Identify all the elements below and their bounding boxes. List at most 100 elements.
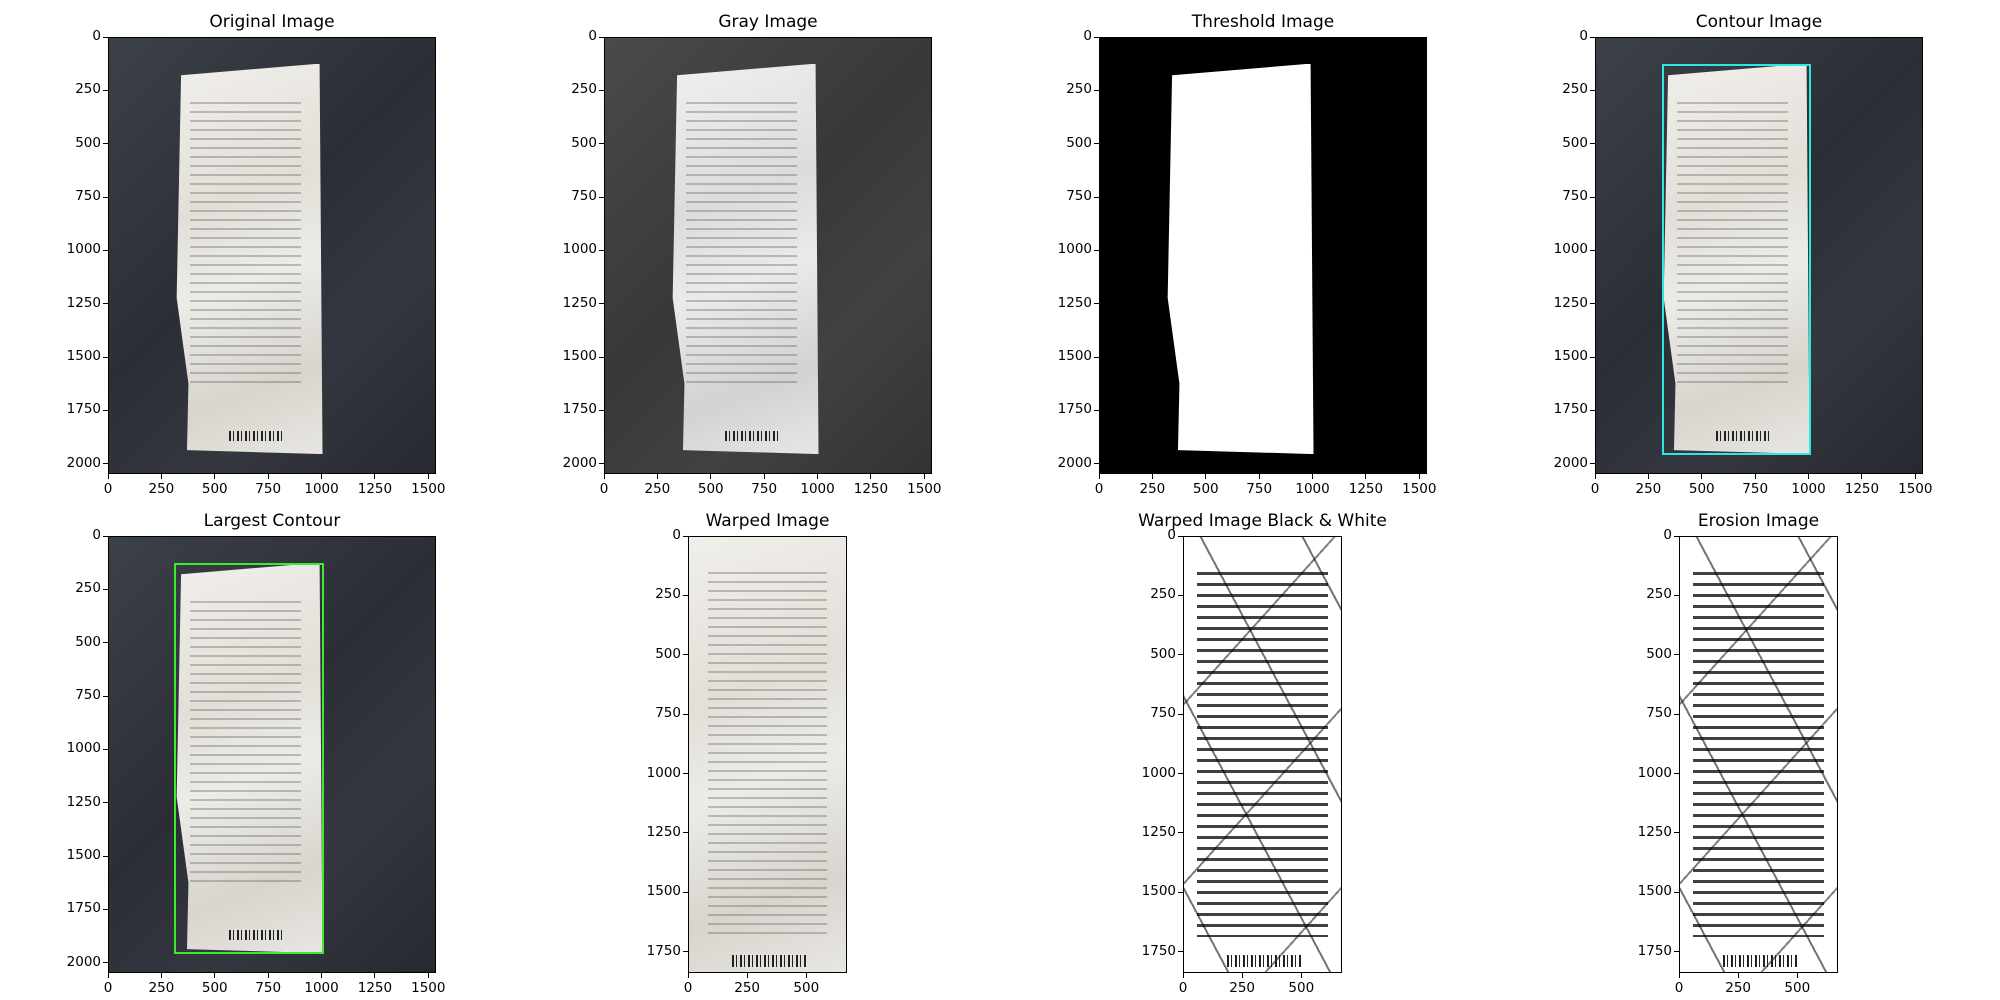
barcode [724, 430, 781, 442]
x-tick [267, 973, 269, 978]
y-tick [599, 36, 604, 38]
y-tick [103, 535, 108, 537]
y-tick [1590, 196, 1595, 198]
x-tick-label: 0 [599, 481, 609, 497]
y-tick-label: 1500 [1141, 883, 1176, 900]
y-tick-label: 0 [1083, 28, 1092, 44]
x-tick [107, 474, 109, 479]
x-tick-label: 250 [148, 481, 175, 497]
y-tick [103, 588, 108, 590]
image-axes-largest [108, 536, 436, 973]
y-tick [1178, 773, 1183, 774]
y-tick [599, 409, 604, 411]
y-tick-label: 1250 [1141, 823, 1176, 840]
y-tick-label: 1000 [1141, 764, 1176, 781]
x-tick-label: 0 [1178, 980, 1188, 996]
y-tick-label: 250 [75, 580, 101, 597]
y-tick-label: 0 [92, 28, 101, 44]
x-tick [1312, 474, 1314, 479]
y-tick [103, 802, 108, 804]
contour-outline [1662, 63, 1811, 456]
x-tick-label: 1250 [1844, 481, 1880, 497]
y-tick-label: 1500 [646, 883, 681, 900]
x-tick [321, 973, 323, 978]
y-tick [103, 36, 108, 38]
y-tick-label: 1500 [1553, 348, 1588, 365]
image-axes-warped [688, 536, 847, 973]
y-tick [1094, 303, 1099, 305]
y-tick [103, 196, 108, 198]
y-tick-label: 500 [1562, 134, 1588, 151]
y-tick-label: 2000 [66, 454, 101, 471]
y-tick [1590, 356, 1595, 358]
x-tick-label: 1250 [1348, 481, 1384, 497]
y-tick [1178, 654, 1183, 656]
y-tick [683, 535, 688, 537]
y-tick [683, 594, 688, 596]
y-tick-label: 1750 [1057, 401, 1092, 418]
y-tick [103, 908, 108, 910]
x-tick-label: 0 [1674, 980, 1684, 996]
x-tick [214, 474, 216, 479]
y-tick-label: 2000 [562, 454, 597, 471]
y-tick [1590, 463, 1595, 465]
x-tick-label: 1250 [357, 481, 393, 497]
y-tick [1590, 249, 1595, 251]
y-tick-label: 1500 [1637, 883, 1672, 900]
x-tick-label: 1500 [907, 481, 942, 497]
x-tick [1796, 973, 1798, 978]
y-tick-label: 1000 [562, 241, 597, 258]
y-tick [1590, 89, 1595, 91]
y-tick-label: 500 [571, 134, 597, 151]
panel-title: Erosion Image [1697, 511, 1820, 531]
x-tick-label: 1000 [800, 481, 835, 497]
y-tick [599, 89, 604, 91]
y-tick [1674, 713, 1679, 715]
receipt-region [1167, 63, 1314, 455]
y-tick [103, 249, 108, 251]
y-tick [1178, 594, 1183, 596]
y-tick-label: 1250 [1637, 823, 1672, 840]
y-tick-label: 250 [655, 586, 681, 603]
x-tick-label: 750 [1246, 481, 1273, 497]
y-tick [1178, 832, 1183, 834]
barcode [228, 430, 285, 442]
x-tick-label: 500 [793, 980, 820, 996]
x-tick-label: 500 [201, 980, 228, 996]
x-tick [687, 973, 689, 978]
y-tick-label: 1750 [1637, 942, 1672, 959]
x-tick-label: 500 [1288, 980, 1315, 996]
x-tick-label: 0 [683, 980, 693, 996]
x-tick [1182, 973, 1184, 978]
y-tick-label: 750 [1150, 705, 1176, 722]
y-tick-label: 750 [1562, 188, 1588, 205]
crease-lines [1680, 537, 1837, 972]
y-tick [103, 695, 108, 697]
x-tick [1701, 474, 1703, 479]
y-tick [1094, 249, 1099, 251]
x-tick-label: 250 [1635, 481, 1662, 497]
x-tick [1647, 474, 1649, 479]
receipt-text [190, 102, 302, 391]
barcode [1226, 955, 1303, 967]
x-tick-label: 1250 [853, 481, 889, 497]
y-tick-label: 1000 [1057, 241, 1092, 258]
y-tick-label: 250 [1066, 81, 1092, 98]
x-tick-label: 1000 [304, 980, 339, 996]
x-tick-label: 1000 [304, 481, 339, 497]
y-tick [1094, 89, 1099, 91]
y-tick [683, 951, 688, 953]
x-tick [1365, 474, 1367, 479]
x-tick-label: 1500 [411, 980, 446, 996]
y-tick [1178, 535, 1183, 537]
image-axes-bw [1183, 536, 1342, 973]
x-tick-label: 500 [1192, 481, 1219, 497]
x-tick [214, 973, 216, 978]
y-tick [683, 832, 688, 834]
y-tick [1178, 713, 1183, 715]
x-tick [427, 474, 429, 479]
y-tick [1094, 196, 1099, 198]
image-axes-original [108, 37, 436, 474]
panel-title: Threshold Image [1191, 12, 1335, 32]
x-tick [427, 973, 429, 978]
